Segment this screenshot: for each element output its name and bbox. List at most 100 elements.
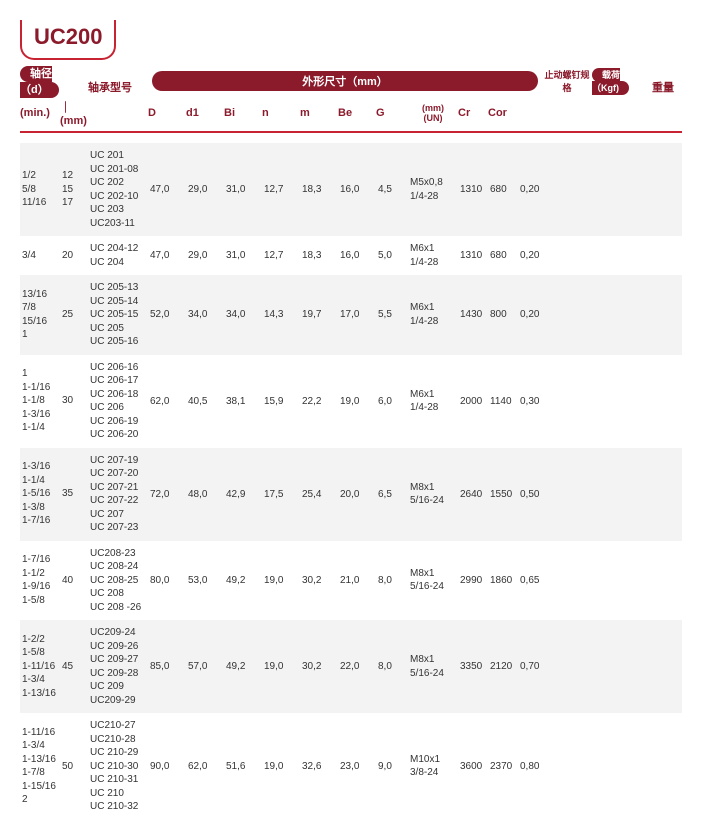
cell-d1: 53,0: [186, 575, 224, 586]
table-row: 1-2/21-5/81-11/161-3/41-13/1645UC209-24U…: [20, 620, 682, 713]
cell-min: 13/167/815/161: [20, 288, 60, 342]
min-header: (min.): [20, 107, 60, 119]
cell-Bi: 42,9: [224, 489, 262, 500]
cell-Bi: 38,1: [224, 396, 262, 407]
cell-screw: M8x15/16-24: [408, 481, 458, 508]
cell-min: 1-3/161-1/41-5/161-3/81-7/16: [20, 460, 60, 528]
cell-G: 6,0: [376, 396, 408, 407]
cell-Be: 22,0: [338, 661, 376, 672]
cell-model: UC 205-13UC 205-14UC 205-15UC 205UC 205-…: [88, 281, 148, 349]
cell-weight: 0,20: [518, 250, 548, 261]
model-header: 轴承型号: [88, 67, 148, 95]
cell-n: 15,9: [262, 396, 300, 407]
cell-mm: 20: [60, 249, 88, 263]
cell-Cr: 3350: [458, 661, 488, 672]
cell-n: 19,0: [262, 575, 300, 586]
cell-model: UC 204-12UC 204: [88, 242, 148, 269]
cell-D: 80,0: [148, 575, 186, 586]
cell-D: 90,0: [148, 761, 186, 772]
cell-G: 4,5: [376, 184, 408, 195]
cell-n: 19,0: [262, 761, 300, 772]
cell-G: 5,5: [376, 309, 408, 320]
cell-G: 5,0: [376, 250, 408, 261]
screw-header: 止动螺钉规格: [542, 68, 592, 94]
cell-Cor: 680: [488, 250, 518, 261]
cell-Bi: 34,0: [224, 309, 262, 320]
cell-D: 47,0: [148, 184, 186, 195]
cell-mm: 35: [60, 487, 88, 501]
cell-Be: 17,0: [338, 309, 376, 320]
cell-min: 1-7/161-1/21-9/161-5/8: [20, 553, 60, 607]
cell-m: 30,2: [300, 575, 338, 586]
cell-Cr: 1430: [458, 309, 488, 320]
col-G: G: [376, 107, 408, 119]
cell-n: 12,7: [262, 184, 300, 195]
cell-Be: 21,0: [338, 575, 376, 586]
cell-weight: 0,20: [518, 184, 548, 195]
cell-G: 8,0: [376, 661, 408, 672]
cell-Cr: 3600: [458, 761, 488, 772]
dimensions-label: 外形尺寸（mm）: [152, 71, 538, 91]
table-row: 1-7/161-1/21-9/161-5/840UC208-23UC 208-2…: [20, 541, 682, 621]
cell-Bi: 31,0: [224, 250, 262, 261]
cell-Be: 20,0: [338, 489, 376, 500]
cell-model: UC208-23UC 208-24UC 208-25UC 208UC 208 -…: [88, 547, 148, 615]
cell-Be: 16,0: [338, 250, 376, 261]
cell-Cor: 2370: [488, 761, 518, 772]
shaft-dia-label: 轴径（d）: [20, 66, 59, 98]
cell-Cr: 2640: [458, 489, 488, 500]
cell-m: 22,2: [300, 396, 338, 407]
screw-sub-header: (mm) (UN): [408, 103, 458, 123]
cell-n: 19,0: [262, 661, 300, 672]
cell-weight: 0,30: [518, 396, 548, 407]
cell-d1: 57,0: [186, 661, 224, 672]
col-Cor: Cor: [488, 107, 518, 119]
cell-d1: 29,0: [186, 250, 224, 261]
cell-Cor: 2120: [488, 661, 518, 672]
cell-mm: 50: [60, 760, 88, 774]
cell-min: 11-1/161-1/81-3/161-1/4: [20, 367, 60, 435]
table-row: 1-3/161-1/41-5/161-3/81-7/1635UC 207-19U…: [20, 448, 682, 541]
cell-Bi: 31,0: [224, 184, 262, 195]
cell-m: 25,4: [300, 489, 338, 500]
cell-weight: 0,70: [518, 661, 548, 672]
cell-n: 12,7: [262, 250, 300, 261]
col-D: D: [148, 107, 186, 119]
cell-D: 52,0: [148, 309, 186, 320]
cell-Cr: 2000: [458, 396, 488, 407]
cell-Be: 19,0: [338, 396, 376, 407]
table-row: 11-1/161-1/81-3/161-1/430UC 206-16UC 206…: [20, 355, 682, 448]
cell-model: UC 206-16UC 206-17UC 206-18UC 206UC 206-…: [88, 361, 148, 442]
table-body: 1/25/811/16121517UC 201UC 201-08UC 202UC…: [20, 143, 682, 820]
cell-d1: 62,0: [186, 761, 224, 772]
cell-G: 8,0: [376, 575, 408, 586]
cell-Bi: 49,2: [224, 661, 262, 672]
cell-weight: 0,80: [518, 761, 548, 772]
table-row: 1/25/811/16121517UC 201UC 201-08UC 202UC…: [20, 143, 682, 236]
cell-model: UC 207-19UC 207-20UC 207-21UC 207-22UC 2…: [88, 454, 148, 535]
cell-Be: 23,0: [338, 761, 376, 772]
cell-m: 30,2: [300, 661, 338, 672]
table-row: 1-11/161-3/41-13/161-7/81-15/16250UC210-…: [20, 713, 682, 820]
cell-mm: 45: [60, 660, 88, 674]
cell-n: 17,5: [262, 489, 300, 500]
cell-d1: 34,0: [186, 309, 224, 320]
cell-Cor: 680: [488, 184, 518, 195]
cell-screw: M6x11/4-28: [408, 388, 458, 415]
cell-screw: M6x11/4-28: [408, 242, 458, 269]
cell-Cr: 1310: [458, 250, 488, 261]
cell-screw: M6x11/4-28: [408, 301, 458, 328]
cell-min: 1-11/161-3/41-13/161-7/81-15/162: [20, 726, 60, 807]
cell-d1: 48,0: [186, 489, 224, 500]
cell-Cr: 1310: [458, 184, 488, 195]
cell-Bi: 51,6: [224, 761, 262, 772]
cell-D: 72,0: [148, 489, 186, 500]
cell-Cr: 2990: [458, 575, 488, 586]
cell-model: UC210-27UC210-28UC 210-29UC 210-30UC 210…: [88, 719, 148, 814]
load-label: 载荷（Kgf): [592, 68, 629, 95]
cell-weight: 0,20: [518, 309, 548, 320]
col-Bi: Bi: [224, 107, 262, 119]
cell-G: 9,0: [376, 761, 408, 772]
cell-m: 18,3: [300, 184, 338, 195]
cell-mm: 30: [60, 394, 88, 408]
